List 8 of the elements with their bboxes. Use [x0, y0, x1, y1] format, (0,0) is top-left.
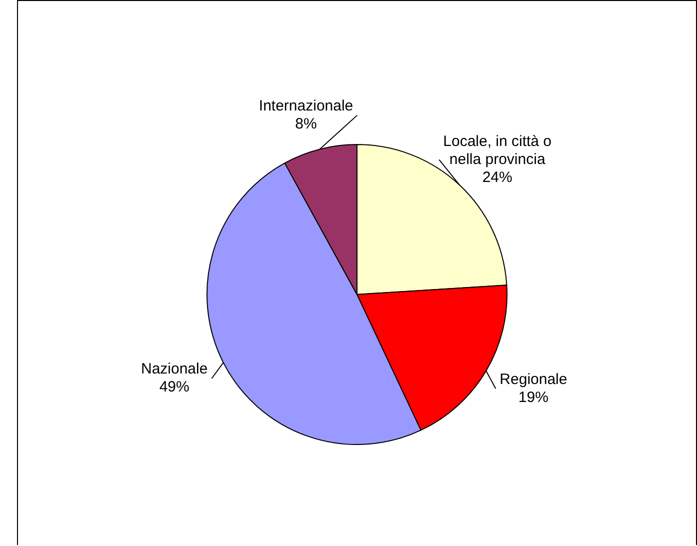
data-label: 19% — [518, 388, 548, 406]
data-label: 8% — [295, 115, 317, 132]
data-label: 49% — [159, 378, 190, 396]
slice-label: Regionale — [500, 370, 568, 388]
slice-label: Nazionale — [140, 360, 208, 378]
slice-label: Locale, in città o nella provincia — [443, 132, 552, 168]
data-label: 24% — [482, 168, 512, 186]
slice-label: Internazionale — [258, 97, 354, 114]
